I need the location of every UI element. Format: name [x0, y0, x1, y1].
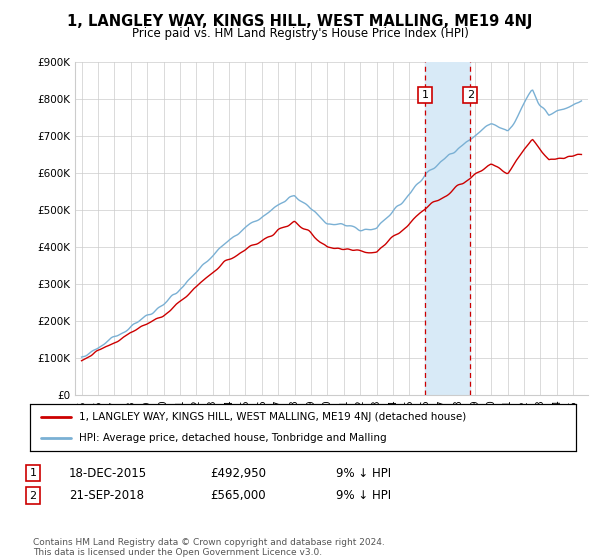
Bar	[425, 62, 470, 395]
Text: 21-SEP-2018: 21-SEP-2018	[69, 489, 144, 502]
Text: 1, LANGLEY WAY, KINGS HILL, WEST MALLING, ME19 4NJ: 1, LANGLEY WAY, KINGS HILL, WEST MALLING…	[67, 14, 533, 29]
Text: £492,950: £492,950	[210, 466, 266, 480]
Text: HPI: Average price, detached house, Tonbridge and Malling: HPI: Average price, detached house, Tonb…	[79, 433, 387, 444]
Text: 1, LANGLEY WAY, KINGS HILL, WEST MALLING, ME19 4NJ (detached house): 1, LANGLEY WAY, KINGS HILL, WEST MALLING…	[79, 412, 466, 422]
Text: £565,000: £565,000	[210, 489, 266, 502]
Text: 18-DEC-2015: 18-DEC-2015	[69, 466, 147, 480]
Text: 2: 2	[467, 90, 474, 100]
Text: Contains HM Land Registry data © Crown copyright and database right 2024.
This d: Contains HM Land Registry data © Crown c…	[33, 538, 385, 557]
Text: 9% ↓ HPI: 9% ↓ HPI	[336, 466, 391, 480]
Text: 1: 1	[29, 468, 37, 478]
Text: Price paid vs. HM Land Registry's House Price Index (HPI): Price paid vs. HM Land Registry's House …	[131, 27, 469, 40]
Text: 9% ↓ HPI: 9% ↓ HPI	[336, 489, 391, 502]
Text: 2: 2	[29, 491, 37, 501]
Text: 1: 1	[422, 90, 428, 100]
